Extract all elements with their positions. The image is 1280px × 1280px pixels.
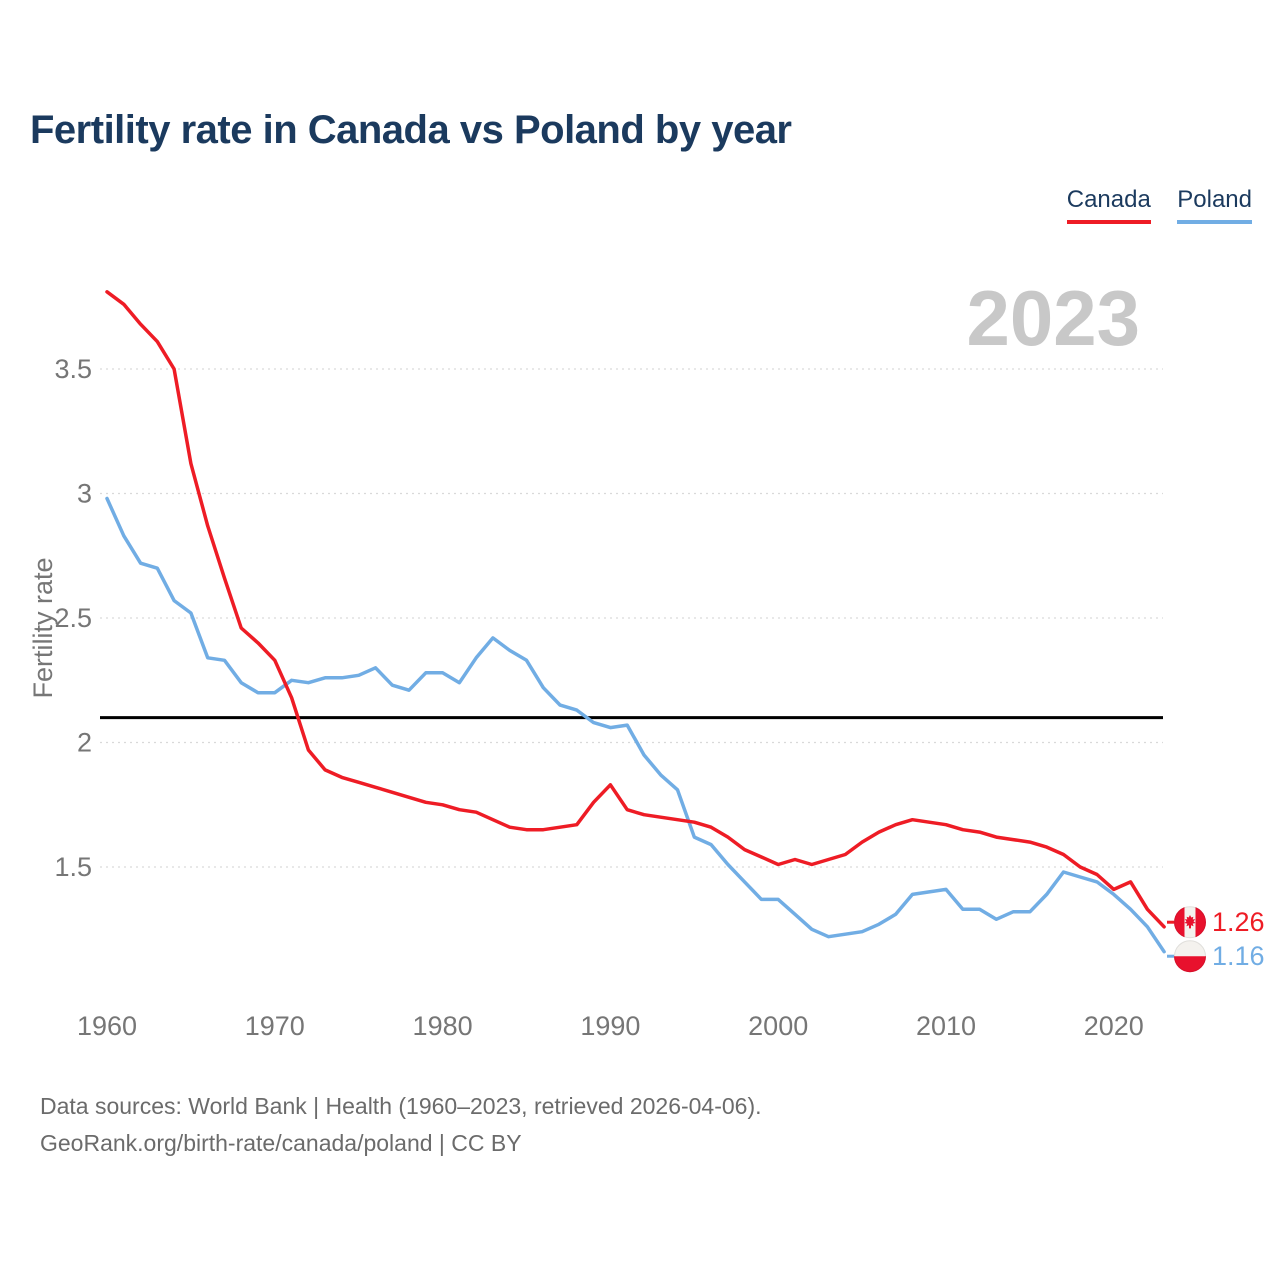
watermark-year: 2023	[966, 274, 1140, 362]
x-tick-label: 1980	[413, 1011, 473, 1041]
y-tick-label: 3	[77, 479, 92, 509]
x-tick-label: 2010	[916, 1011, 976, 1041]
y-tick-label: 2	[77, 728, 92, 758]
legend-item-canada[interactable]: Canada	[1066, 186, 1151, 224]
canada-end-value: 1.26	[1212, 907, 1265, 937]
data-sources-note: Data sources: World Bank | Health (1960–…	[40, 1088, 762, 1162]
y-tick-label: 3.5	[54, 354, 92, 384]
poland-end-value: 1.16	[1212, 941, 1265, 971]
poland-flag-icon	[1174, 940, 1206, 973]
poland-line	[105, 496, 1166, 954]
x-tick-label: 1960	[77, 1011, 137, 1041]
x-tick-label: 2020	[1084, 1011, 1144, 1041]
y-tick-label: 1.5	[54, 852, 92, 882]
canada-flag-icon	[1174, 906, 1206, 939]
legend: Canada Poland	[1045, 186, 1252, 224]
canada-line	[105, 290, 1166, 929]
page-title: Fertility rate in Canada vs Poland by ye…	[30, 108, 792, 152]
x-tick-label: 1990	[580, 1011, 640, 1041]
x-tick-label: 2000	[748, 1011, 808, 1041]
footer-line-2: GeoRank.org/birth-rate/canada/poland | C…	[40, 1130, 522, 1156]
y-tick-label: 2.5	[54, 603, 92, 633]
y-axis-label: Fertility rate	[28, 557, 58, 698]
x-tick-label: 1970	[245, 1011, 305, 1041]
legend-item-poland[interactable]: Poland	[1177, 186, 1252, 224]
footer-line-1: Data sources: World Bank | Health (1960–…	[40, 1093, 762, 1119]
